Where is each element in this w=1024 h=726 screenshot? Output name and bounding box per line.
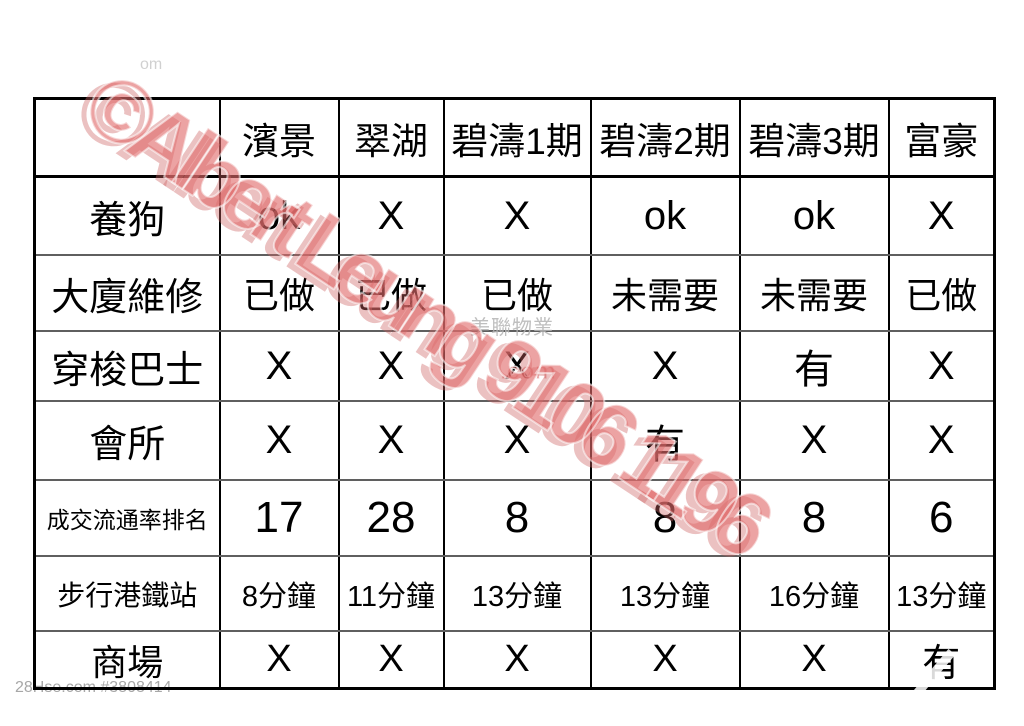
table-cell: 已做 [218,254,340,332]
table-row-walk-to-mtr: 步行港鐵站 8分鐘 11分鐘 13分鐘 13分鐘 16分鐘 13分鐘 [33,555,996,632]
table-cell: X [218,630,340,690]
table-cell: X [218,330,340,402]
table-cell: X [337,330,445,402]
table-cell: X [887,330,996,402]
table-cell: ok [218,175,340,256]
header-estate-bitao3: 碧濤3期 [738,97,890,178]
row-label: 會所 [33,400,221,481]
table-cell: X [589,330,741,402]
table-cell: 8 [738,479,890,557]
table-cell: X [337,400,445,481]
gray-watermark-fragment: om [140,56,163,73]
table-cell: 8 [589,479,741,557]
table-row-clubhouse: 會所 X X X 有 X X [33,400,996,481]
table-cell: X [738,400,890,481]
table-cell: 有 [589,400,741,481]
table-cell: ok [589,175,741,256]
table-cell: X [442,175,592,256]
header-estate-fuhao: 富豪 [887,97,996,178]
estate-comparison-table: 濱景 翠湖 碧濤1期 碧濤2期 碧濤3期 富豪 養狗 ok X X ok ok … [33,97,996,690]
table-cell: X [337,630,445,690]
table-header-row: 濱景 翠湖 碧濤1期 碧濤2期 碧濤3期 富豪 [33,97,996,178]
table-cell: X [887,400,996,481]
table-cell: 已做 [337,254,445,332]
table-cell: 6 [887,479,996,557]
table-row-dogs-allowed: 養狗 ok X X ok ok X [33,175,996,256]
row-label: 養狗 [33,175,221,256]
table-cell: 28 [337,479,445,557]
row-label: 大廈維修 [33,254,221,332]
table-cell: X [442,630,592,690]
header-estate-cuihu: 翠湖 [337,97,445,178]
table-cell: X [887,175,996,256]
row-label: 步行港鐵站 [33,555,221,632]
row-label: 商場 [33,630,221,690]
table-cell: X [442,400,592,481]
table-row-building-maintenance: 大廈維修 已做 已做 已做 未需要 未需要 已做 [33,254,996,332]
table-cell: 有 [887,630,996,690]
table-cell: 17 [218,479,340,557]
table-cell: 13分鐘 [442,555,592,632]
row-label: 穿梭巴士 [33,330,221,402]
table-row-shuttle-bus: 穿梭巴士 X X X X 有 X [33,330,996,402]
table-cell: X [218,400,340,481]
table-cell: 未需要 [738,254,890,332]
row-label: 成交流通率排名 [33,479,221,557]
header-estate-binjing: 濱景 [218,97,340,178]
table-row-turnover-rank: 成交流通率排名 17 28 8 8 8 6 [33,479,996,557]
header-estate-bitao2: 碧濤2期 [589,97,741,178]
table-cell: X [589,630,741,690]
header-empty-cell [33,97,221,178]
table-cell: 8分鐘 [218,555,340,632]
table-cell: 8 [442,479,592,557]
table-row-shopping-mall: 商場 X X X X X 有 [33,630,996,690]
table-cell: X [442,330,592,402]
table-cell: 有 [738,330,890,402]
header-estate-bitao1: 碧濤1期 [442,97,592,178]
table-cell: ok [738,175,890,256]
table-cell: 已做 [442,254,592,332]
table-cell: 16分鐘 [738,555,890,632]
table-cell: 11分鐘 [337,555,445,632]
table-cell: 未需要 [589,254,741,332]
table-cell: X [337,175,445,256]
table-cell: 已做 [887,254,996,332]
table-cell: 13分鐘 [589,555,741,632]
table-cell: X [738,630,890,690]
table-cell: 13分鐘 [887,555,996,632]
